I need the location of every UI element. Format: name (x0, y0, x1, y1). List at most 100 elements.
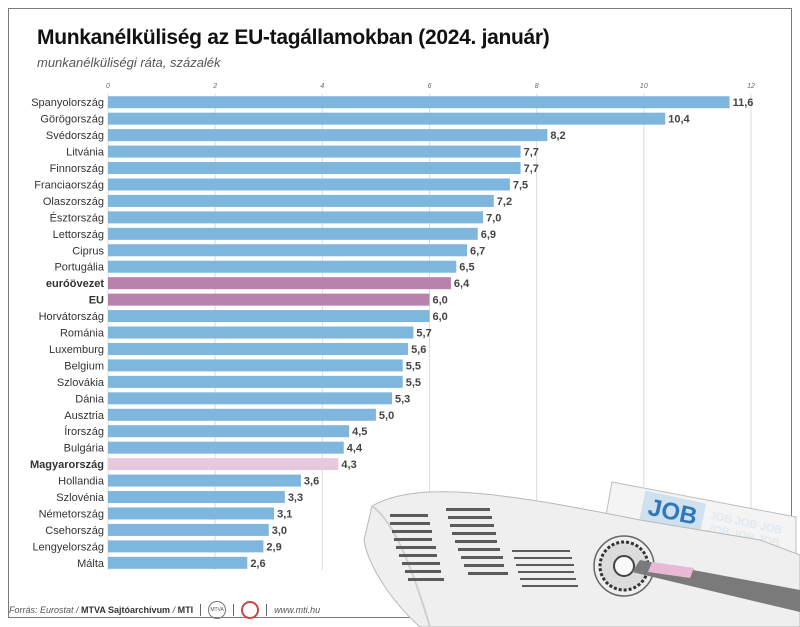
category-label: Svédország (46, 130, 104, 142)
category-label: Horvátország (39, 311, 104, 323)
category-label: Belgium (64, 360, 104, 372)
category-label: Csehország (45, 525, 104, 537)
x-tick-label: 0 (106, 83, 110, 90)
newspaper-illustration: JOB JOB JOB JOB JOB JOB JOB (363, 481, 800, 627)
source-url: www.mti.hu (274, 605, 321, 615)
category-label: Magyarország (30, 459, 104, 471)
category-label: Olaszország (43, 196, 104, 208)
data-label: 7,5 (513, 179, 528, 191)
data-label: 7,7 (524, 147, 539, 159)
bar (108, 211, 484, 224)
bar (108, 540, 264, 553)
bar (108, 375, 403, 388)
category-label: Románia (60, 328, 105, 340)
footer: Forrás: Eurostat / MTVA Sajtóarchívum / … (9, 601, 320, 619)
category-label: Hollandia (58, 476, 105, 488)
data-label: 5,5 (406, 377, 421, 389)
footer-divider (233, 604, 235, 616)
data-label: 3,1 (277, 508, 292, 520)
bar (108, 244, 468, 257)
category-label: Luxemburg (49, 344, 104, 356)
data-label: 5,3 (395, 393, 410, 405)
chart-subtitle: munkanélküliségi ráta, százalék (37, 55, 221, 70)
footer-divider (266, 604, 268, 616)
bar (108, 474, 301, 487)
x-tick-label: 8 (535, 83, 539, 90)
data-label: 6,5 (459, 262, 474, 274)
data-label: 6,0 (433, 311, 448, 323)
category-label: Németország (39, 508, 104, 520)
bar (108, 342, 409, 355)
data-label: 6,7 (470, 245, 485, 257)
pen-tip (648, 562, 694, 578)
chart-frame (8, 8, 792, 618)
x-tick-label: 2 (212, 83, 217, 90)
data-label: 3,3 (288, 492, 303, 504)
data-label: 8,2 (550, 130, 565, 142)
category-label: Finnország (50, 163, 104, 175)
bar (108, 178, 510, 191)
data-label: 5,0 (379, 410, 394, 422)
bar (108, 458, 339, 471)
bar (108, 507, 275, 520)
data-label: 2,9 (266, 541, 281, 553)
bar-layer: Spanyolország 11,6 Görögország 10,4 Svédorsz… (30, 96, 753, 570)
data-label: 2,6 (250, 558, 265, 570)
category-label: Görögország (40, 114, 104, 126)
bar (108, 145, 521, 158)
bar (108, 326, 414, 339)
chart-title: Munkanélküliség az EU-tagállamokban (202… (37, 26, 550, 49)
bar (108, 310, 430, 323)
data-label: 4,5 (352, 426, 367, 438)
data-label: 4,3 (341, 459, 356, 471)
category-label: Írország (64, 425, 104, 438)
category-label: Málta (77, 558, 105, 570)
bar (108, 227, 478, 240)
x-tick-label: 4 (320, 83, 324, 90)
newspaper-text-columns (390, 508, 578, 587)
category-label: Bulgária (64, 443, 105, 455)
data-label: 4,4 (347, 443, 363, 455)
category-label: EU (89, 295, 104, 307)
bar (108, 359, 403, 372)
bar (108, 425, 350, 438)
data-label: 11,6 (733, 97, 754, 109)
data-label: 6,0 (433, 295, 448, 307)
category-label: Ciprus (72, 245, 104, 257)
bar (108, 260, 457, 273)
category-label: Portugália (54, 262, 104, 274)
bar (108, 162, 521, 175)
category-label: Spanyolország (31, 97, 104, 109)
category-label: Szlovénia (56, 492, 105, 504)
bar (108, 112, 666, 125)
category-label: Franciaország (34, 179, 104, 191)
x-tick-label: 10 (640, 83, 648, 90)
bar (108, 392, 392, 405)
data-label: 5,6 (411, 344, 426, 356)
archive-label: MTVA Sajtóarchívum (81, 605, 171, 615)
bar (108, 441, 344, 454)
data-label: 5,7 (416, 328, 431, 340)
data-label: 3,6 (304, 476, 319, 488)
x-tick-label: 12 (747, 83, 755, 90)
data-label: 10,4 (668, 114, 690, 126)
bar (108, 408, 376, 421)
data-label: 7,2 (497, 196, 512, 208)
data-label: 7,0 (486, 212, 501, 224)
bar (108, 129, 548, 142)
category-label: Lengyelország (32, 541, 104, 553)
category-label: Szlovákia (57, 377, 105, 389)
bar (108, 293, 430, 306)
footer-divider (200, 604, 202, 616)
bar (108, 556, 248, 569)
category-label: Dánia (75, 393, 105, 405)
category-label: euróövezet (46, 278, 104, 290)
bar (108, 96, 730, 109)
source-label: Forrás: Eurostat (9, 605, 74, 615)
x-tick-label: 6 (428, 83, 432, 90)
data-label: 7,7 (524, 163, 539, 175)
mti-logo (241, 601, 260, 619)
bar (108, 491, 285, 504)
magnifier-icon (593, 535, 655, 597)
category-label: Lettország (53, 229, 104, 241)
